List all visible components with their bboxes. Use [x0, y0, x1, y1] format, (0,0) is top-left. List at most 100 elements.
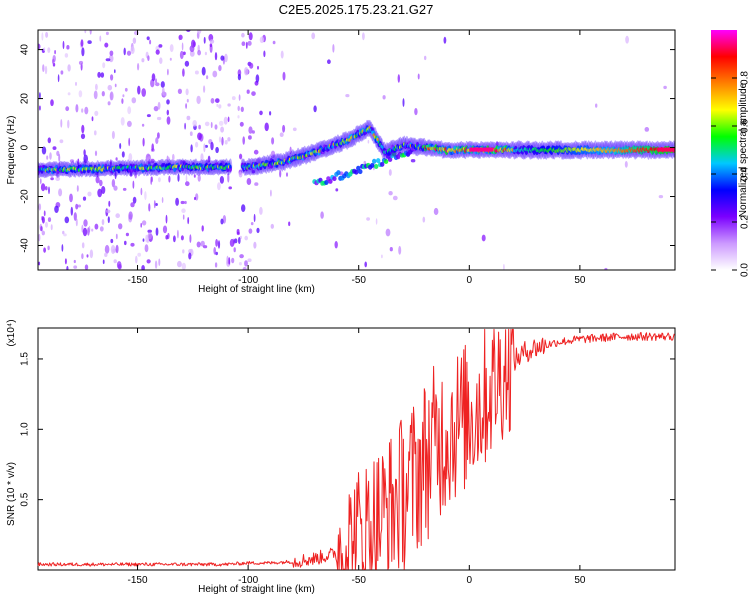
spectrogram-cell	[94, 110, 99, 116]
spectrogram-cell	[75, 81, 77, 86]
spectrogram-cell	[354, 169, 359, 175]
spectrogram-cell	[87, 227, 90, 236]
spectrogram-cell	[39, 105, 41, 111]
spectrogram-cell	[38, 43, 41, 50]
spectrogram-cell	[376, 158, 381, 164]
spectrogram-cell	[227, 116, 230, 123]
spectrogram-cell	[115, 233, 118, 240]
spectrogram-cell	[241, 32, 245, 38]
spectrogram-cell	[245, 41, 248, 49]
spectrogram-cell	[122, 94, 125, 98]
spectrogram-cell	[110, 245, 116, 254]
spectrogram-cell	[177, 260, 182, 268]
spectrogram-cell	[99, 226, 104, 232]
snr-series-line	[37, 328, 675, 570]
spectrogram-cell	[234, 238, 238, 244]
spectrogram-cell	[147, 229, 152, 233]
spectrogram-cell	[81, 47, 85, 57]
spectrogram-cell	[146, 36, 150, 41]
spectrogram-cell	[345, 94, 350, 98]
spectrogram-cell	[45, 186, 48, 191]
spectrogram-cell	[364, 261, 368, 268]
spectrogram-cell	[122, 187, 127, 191]
spectrogram-cell	[147, 232, 152, 240]
spectrogram-cell	[81, 224, 84, 233]
spectrogram-cell	[166, 109, 169, 116]
spectrogram-cell	[81, 108, 84, 113]
spectrogram-cell	[89, 249, 94, 259]
spectrogram-cell	[114, 69, 116, 74]
spectrogram-cell	[238, 262, 242, 266]
spectrogram-y-tick-label: -40	[20, 238, 31, 253]
spectrogram-cell	[177, 173, 180, 182]
spectrogram-cell	[186, 98, 189, 103]
spectrogram-cell	[239, 121, 244, 127]
spectrogram-cell	[87, 40, 92, 44]
spectrogram-cell	[54, 205, 59, 213]
spectrogram-cell	[209, 39, 215, 44]
spectrogram-cell	[270, 189, 272, 197]
spectrogram-cell	[272, 40, 276, 45]
spectrogram-cell	[477, 147, 479, 152]
spectrogram-cell	[227, 173, 230, 183]
spectrogram-cell	[121, 151, 125, 158]
spectrogram-cell	[141, 123, 145, 127]
spectrogram-cell	[366, 217, 370, 221]
spectrogram-cell	[82, 196, 87, 201]
spectrogram-cell	[475, 147, 478, 152]
spectrogram-cell	[473, 147, 476, 152]
spectrogram-cell	[205, 159, 209, 164]
spectrogram-cell	[490, 147, 493, 152]
spectrogram-cell	[44, 65, 48, 75]
spectrogram-cell	[263, 50, 266, 58]
spectrogram-cell	[487, 147, 489, 152]
spectrogram-cell	[471, 147, 474, 152]
spectrogram-cell	[125, 232, 129, 237]
spectrogram-cell	[155, 82, 160, 87]
spectrogram-cell	[388, 169, 392, 176]
spectrogram-cell	[77, 204, 82, 208]
spectrogram-cell	[155, 49, 160, 55]
spectrogram-cell	[155, 78, 157, 84]
spectrogram-cell	[67, 92, 71, 96]
spectrogram-cell	[75, 203, 79, 210]
spectrogram-cell	[669, 147, 672, 152]
spectrogram-cell	[236, 231, 240, 236]
spectrogram-cell	[223, 116, 228, 125]
spectrogram-cell	[157, 101, 161, 110]
spectrogram-cell	[99, 35, 102, 42]
spectrogram-cell	[185, 181, 190, 187]
spectrogram-cell	[110, 159, 112, 168]
spectrogram-cell	[372, 158, 377, 164]
spectrogram-cell	[383, 159, 389, 164]
spectrogram-cell	[362, 32, 365, 41]
spectrogram-cell	[198, 124, 201, 130]
spectrogram-cell	[201, 225, 204, 232]
spectrogram-cell	[376, 137, 379, 142]
spectrogram-y-tick-label: 40	[20, 44, 31, 56]
spectrogram-cell	[114, 171, 117, 180]
spectrogram-cell	[292, 127, 297, 132]
spectrogram-cell	[73, 265, 78, 269]
spectrogram-cell	[256, 227, 260, 234]
spectrogram-cell	[192, 120, 197, 127]
spectrogram-cell	[388, 191, 393, 196]
spectrogram-cell	[132, 37, 137, 44]
spectrogram-cell	[43, 210, 46, 217]
spectrogram-cell	[195, 141, 199, 148]
spectrogram-cell	[120, 117, 125, 126]
spectrogram-cell	[238, 237, 241, 244]
spectrogram-cell	[210, 98, 215, 104]
spectrogram-cell	[203, 85, 206, 93]
spectrogram-cell	[147, 55, 150, 61]
spectrogram-cell	[159, 57, 163, 64]
spectrogram-cell	[380, 161, 385, 167]
spectrogram-cell	[109, 50, 114, 56]
spectrogram-cell	[131, 97, 137, 104]
spectrogram-cell	[155, 137, 159, 145]
spectrogram-cell	[374, 164, 379, 169]
spectrogram-x-tick-label: 50	[574, 275, 586, 286]
spectrogram-cell	[106, 209, 111, 214]
spectrogram-cell	[154, 260, 158, 269]
